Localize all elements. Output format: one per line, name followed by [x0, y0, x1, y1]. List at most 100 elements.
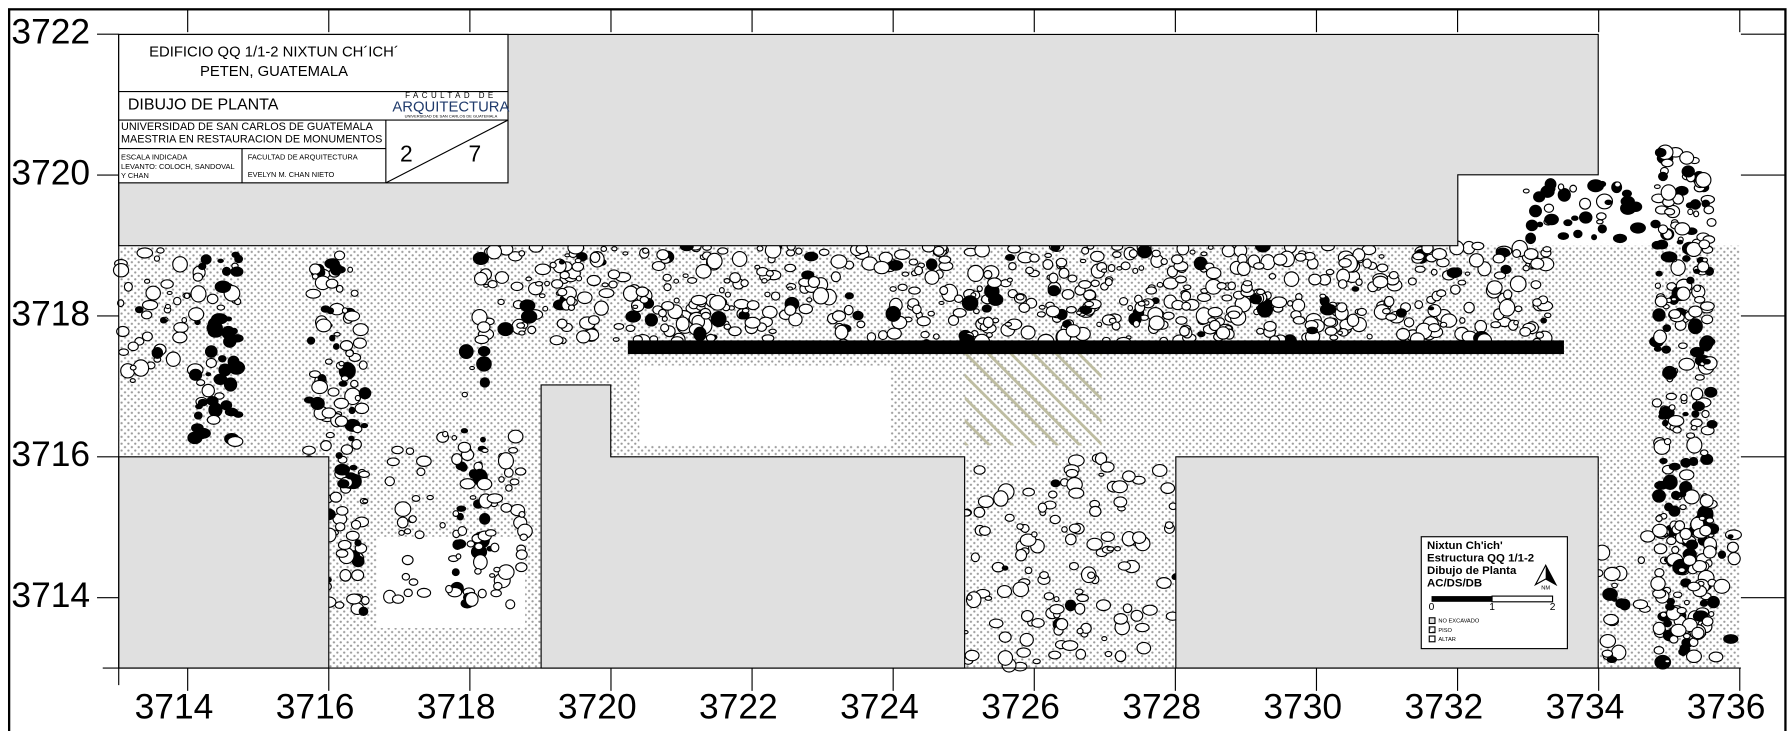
- stone: [1039, 571, 1049, 580]
- stone: [1427, 323, 1441, 333]
- stone: [1522, 264, 1530, 272]
- stone: [116, 325, 130, 338]
- stone: [479, 513, 491, 525]
- stone: [983, 269, 993, 280]
- faculty: FACULTAD DE ARQUITECTURA: [248, 153, 358, 162]
- stone: [939, 285, 949, 296]
- stone: [803, 251, 819, 262]
- title: EDIFICIO QQ 1/1-2 NIXTUN CH´ICH´: [149, 45, 399, 61]
- stone: [1068, 561, 1079, 571]
- stone: [474, 542, 484, 551]
- stone: [724, 291, 731, 298]
- stone: [1493, 271, 1507, 280]
- stone: [831, 310, 847, 322]
- stone: [1654, 295, 1668, 308]
- stone: [1136, 641, 1152, 655]
- stone: [497, 452, 514, 470]
- stone: [460, 428, 469, 434]
- stone: [1049, 514, 1061, 525]
- stone: [516, 322, 526, 329]
- stone: [1138, 265, 1145, 271]
- stone: [1611, 597, 1618, 602]
- stone: [1431, 247, 1447, 260]
- stone: [1667, 415, 1685, 427]
- stone: [1439, 321, 1448, 328]
- stone: [1025, 266, 1035, 275]
- stone: [709, 294, 727, 311]
- stone: [1653, 184, 1661, 190]
- stone: [145, 285, 161, 301]
- stone: [551, 279, 564, 289]
- stone: [1606, 656, 1618, 664]
- stone: [1395, 308, 1407, 318]
- stone: [503, 467, 514, 478]
- stone: [1253, 262, 1265, 270]
- stone: [920, 330, 930, 339]
- stone: [527, 325, 537, 335]
- stone: [1503, 289, 1513, 300]
- stone: [1385, 313, 1398, 322]
- stone: [1376, 263, 1389, 273]
- frame: [7, 8, 1787, 731]
- stone: [223, 377, 238, 392]
- stone: [469, 365, 476, 371]
- stone: [456, 505, 467, 512]
- stone: [172, 256, 188, 273]
- stone: [1597, 224, 1607, 234]
- stone: [927, 310, 935, 317]
- location: PETEN, GUATEMALA: [200, 64, 348, 80]
- stone: [354, 539, 362, 547]
- stone: [221, 266, 232, 276]
- stone: [1683, 489, 1700, 505]
- stone: [1690, 425, 1698, 431]
- stone: [1672, 591, 1683, 599]
- stone: [612, 337, 620, 342]
- stone: [1557, 232, 1570, 240]
- stone: [340, 375, 350, 382]
- stone: [925, 258, 938, 271]
- stone: [1698, 239, 1711, 250]
- stone: [1468, 253, 1485, 268]
- stone: [1685, 539, 1699, 551]
- stone: [1693, 268, 1701, 274]
- stone: [1578, 211, 1593, 224]
- stone: [466, 540, 476, 548]
- stone: [756, 245, 764, 252]
- stone: [480, 436, 486, 443]
- stone: [411, 495, 421, 502]
- stone: [673, 297, 680, 304]
- stone: [1685, 202, 1696, 209]
- stone: [1630, 222, 1646, 234]
- stone: [885, 305, 901, 322]
- stone: [1694, 295, 1706, 304]
- stone: [196, 379, 206, 387]
- stone: [1142, 604, 1158, 616]
- stone: [1430, 268, 1438, 276]
- stone: [1682, 411, 1689, 417]
- stone: [334, 463, 351, 476]
- stone: [311, 273, 319, 280]
- stone: [1227, 281, 1237, 291]
- stone: [1492, 253, 1506, 264]
- stone: [1664, 208, 1676, 216]
- stone: [1061, 288, 1075, 300]
- stone: [894, 249, 911, 260]
- stone: [183, 292, 191, 300]
- stone: [589, 251, 601, 264]
- stone: [1131, 531, 1147, 544]
- stone: [334, 522, 346, 532]
- stone: [164, 303, 171, 310]
- stone: [1378, 254, 1385, 259]
- stone: [1042, 258, 1054, 270]
- stone: [1662, 419, 1669, 427]
- stone: [1006, 277, 1013, 283]
- stone: [663, 283, 672, 292]
- stone: [165, 351, 181, 367]
- stone: [538, 293, 546, 299]
- stone: [1692, 559, 1708, 573]
- stone: [1004, 513, 1015, 522]
- stone: [1200, 251, 1208, 257]
- stone: [1221, 294, 1233, 302]
- stone: [345, 530, 360, 541]
- stone: [1678, 342, 1688, 350]
